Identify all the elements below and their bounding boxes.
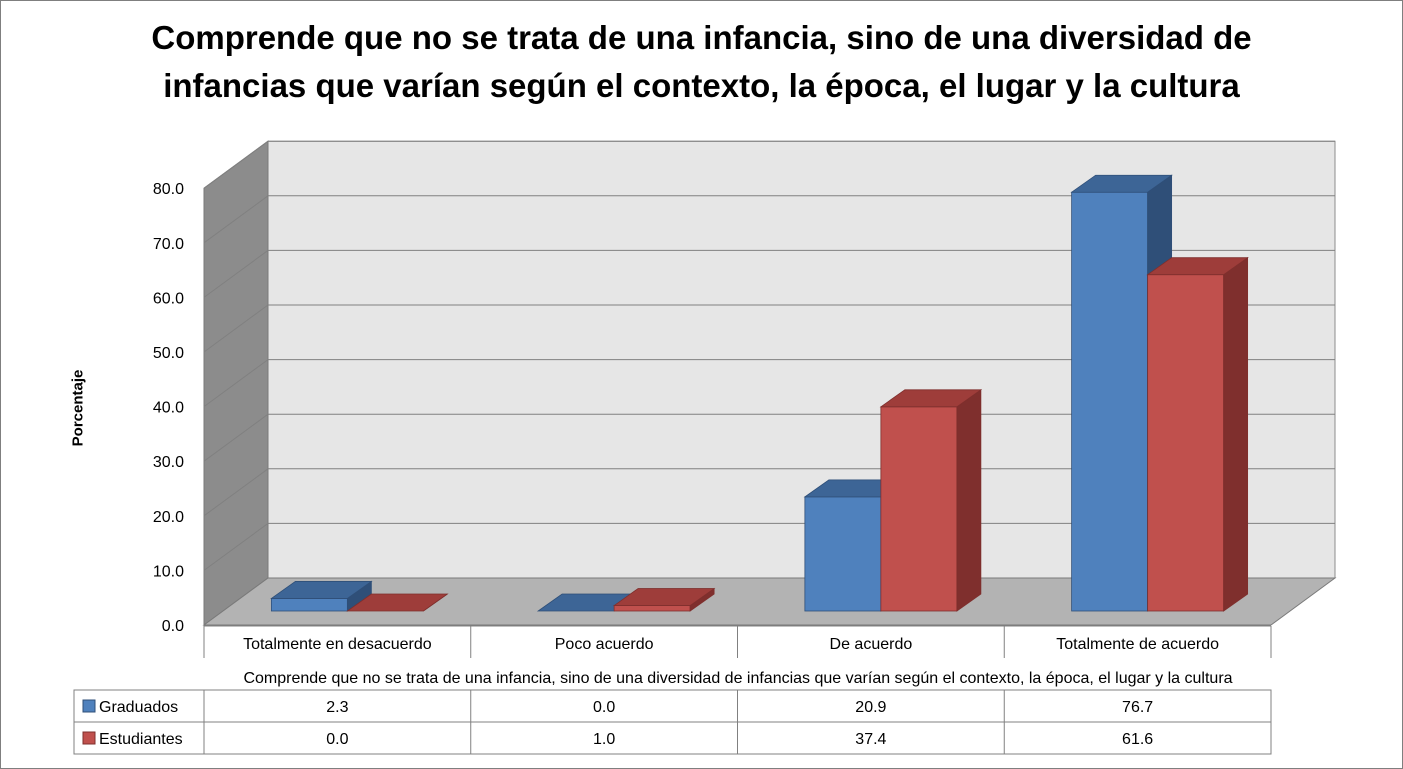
data-table-value: 0.0 — [326, 731, 348, 748]
legend-label-estudiantes: Estudiantes — [99, 731, 183, 748]
category-label: Totalmente de acuerdo — [1056, 636, 1219, 653]
category-label: Totalmente en desacuerdo — [243, 636, 432, 653]
data-table-value: 61.6 — [1122, 731, 1153, 748]
y-tick-label: 50.0 — [153, 345, 184, 362]
gridline-side — [203, 468, 269, 517]
data-table-value: 0.0 — [593, 699, 615, 716]
bar-graduados-top — [1070, 174, 1173, 193]
y-tick-label: 70.0 — [153, 236, 184, 253]
bar-graduados-front — [270, 598, 348, 612]
data-table-value: 2.3 — [326, 699, 348, 716]
x-axis-label: Comprende que no se trata de una infanci… — [243, 670, 1232, 687]
y-tick-label: 60.0 — [153, 290, 184, 307]
category-label: Poco acuerdo — [555, 636, 654, 653]
y-tick-label: 20.0 — [153, 509, 184, 526]
bar-estudiantes-front — [613, 605, 691, 612]
bar-estudiantes-top — [346, 593, 449, 612]
y-tick-label: 0.0 — [162, 618, 184, 635]
gridline-side — [203, 359, 269, 408]
chart-title-line-1: Comprende que no se trata de una infanci… — [151, 19, 1252, 56]
bar-graduados-top — [270, 581, 373, 599]
category-label: De acuerdo — [830, 636, 913, 653]
gridline-side — [203, 304, 269, 353]
data-table-value: 1.0 — [593, 731, 615, 748]
bar-estudiantes-top — [612, 588, 716, 606]
data-table-value: 20.9 — [855, 699, 886, 716]
gridline-side — [203, 522, 269, 571]
floor — [202, 577, 1337, 626]
bar-graduados-front — [804, 496, 882, 612]
chart-title-line-2: infancias que varían según el contexto, … — [163, 67, 1240, 104]
y-tick-label: 40.0 — [153, 400, 184, 417]
y-tick-label: 30.0 — [153, 454, 184, 471]
y-tick-label: 10.0 — [153, 563, 184, 580]
bar-estudiantes-top — [1146, 257, 1249, 276]
bar-estudiantes-front — [1147, 274, 1225, 612]
bar-estudiantes-side — [956, 389, 982, 612]
data-table-value: 37.4 — [855, 731, 886, 748]
bar-estudiantes-front — [880, 406, 958, 612]
gridline-side — [203, 140, 269, 189]
bar-graduados-front — [1071, 191, 1149, 612]
chart-title: Comprende que no se trata de una infanci… — [0, 14, 1403, 110]
legend-key-graduados — [82, 699, 96, 713]
gridline-side — [203, 413, 269, 462]
legend-label-graduados: Graduados — [99, 699, 178, 716]
gridline-side — [203, 195, 269, 244]
bar-estudiantes-side — [1223, 256, 1249, 612]
legend-key-estudiantes — [82, 731, 96, 745]
data-table-value: 76.7 — [1122, 699, 1153, 716]
y-tick-label: 80.0 — [153, 181, 184, 198]
bar-estudiantes-top — [879, 389, 983, 408]
gridline-side — [203, 249, 269, 298]
